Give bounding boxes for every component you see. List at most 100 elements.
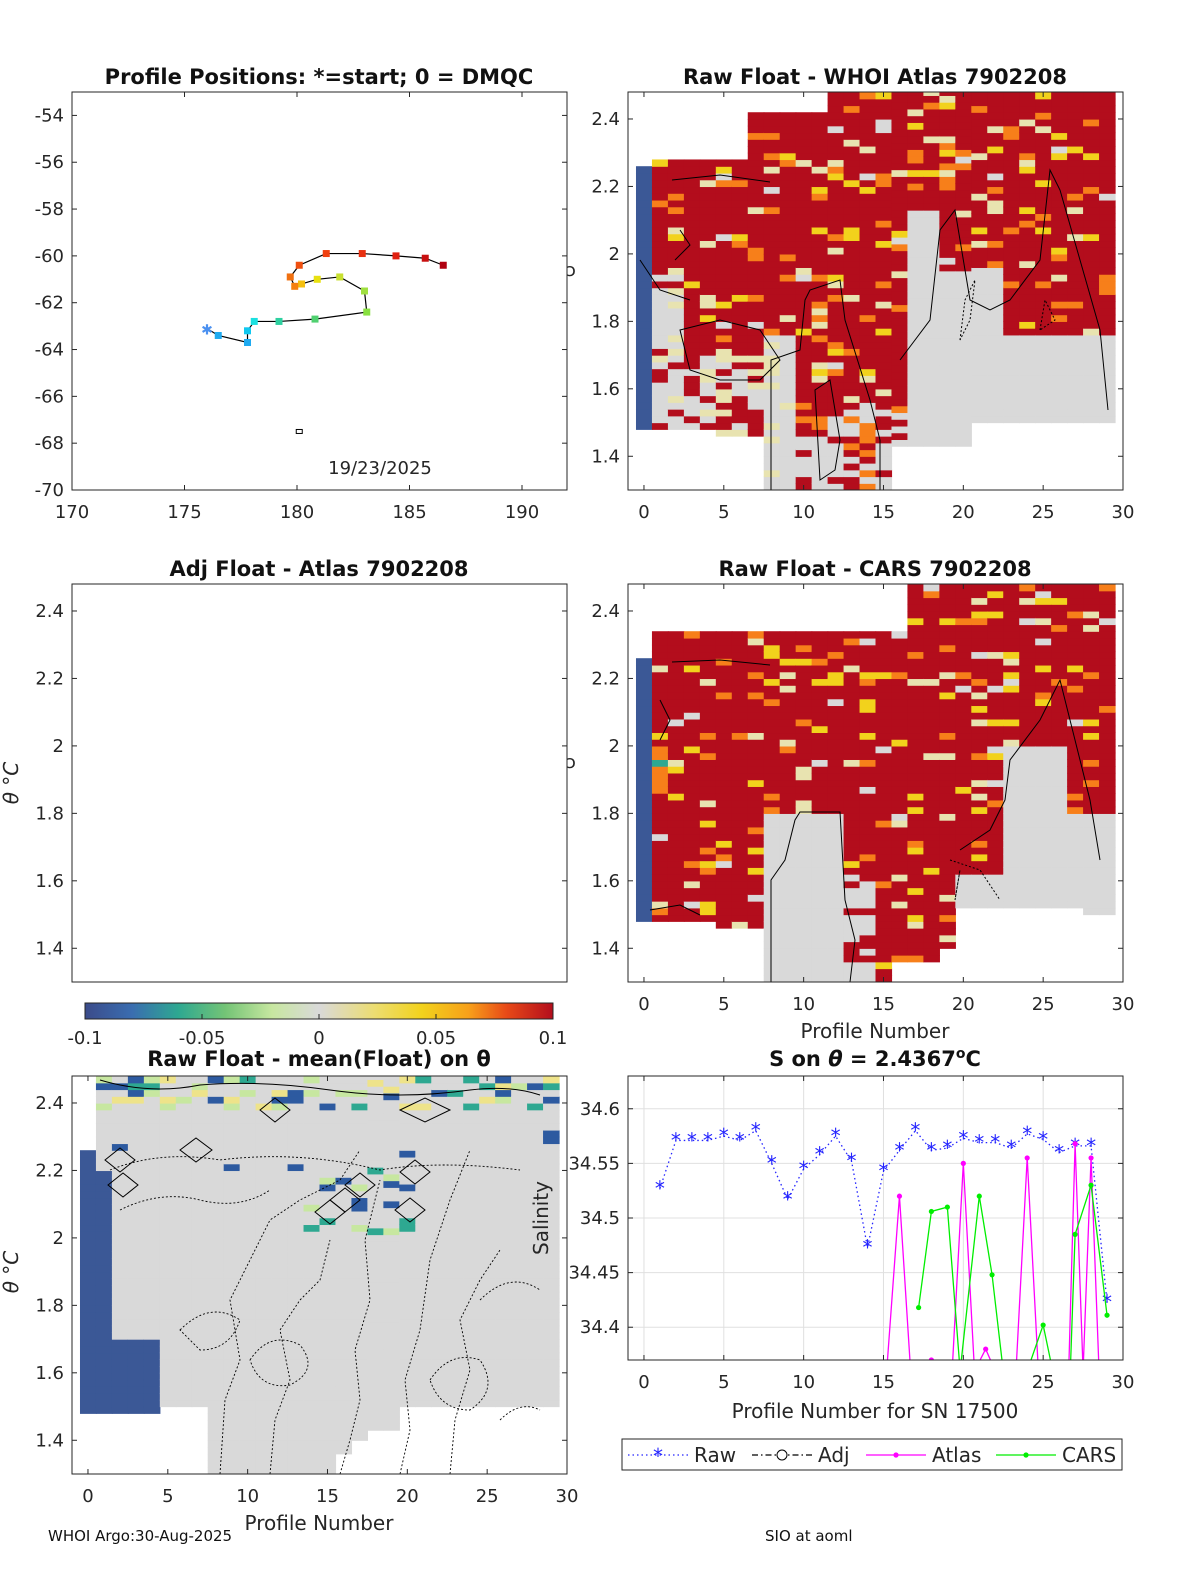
heat-cell: [843, 759, 861, 767]
heat-cell: [1083, 375, 1100, 383]
heat-cell: [367, 1187, 384, 1195]
heat-cell: [859, 813, 877, 821]
heat-cell: [207, 1420, 225, 1428]
heat-cell: [955, 297, 972, 306]
heat-cell: [635, 752, 653, 760]
heat-cell: [635, 307, 653, 316]
heat-cell: [1003, 172, 1020, 181]
heat-cell: [747, 321, 765, 329]
heat-cell: [335, 1190, 353, 1199]
heat-cell: [859, 914, 877, 922]
heat-cell: [1083, 361, 1100, 370]
heat-cell: [287, 1325, 305, 1333]
heat-cell: [287, 1285, 305, 1293]
heat-cell: [447, 1136, 464, 1145]
heat-cell: [987, 159, 1004, 167]
heat-cell: [255, 1129, 273, 1138]
heat-cell: [683, 375, 701, 383]
heat-cell: [923, 351, 940, 360]
heat-cell: [955, 691, 972, 700]
heat-cell: [795, 429, 813, 437]
heat-cell: [191, 1298, 209, 1306]
heat-cell: [287, 1116, 305, 1124]
heat-cell: [987, 698, 1004, 707]
heat-cell: [1035, 901, 1052, 909]
heat-cell: [651, 793, 669, 801]
heat-cell: [987, 334, 1004, 343]
heat-cell: [683, 914, 701, 922]
adj-atlas-panel: Adj Float - Atlas 7902208 1.41.61.822.22…: [0, 557, 568, 983]
heat-cell: [651, 159, 669, 167]
heat-cell: [955, 122, 972, 130]
heat-cell: [635, 382, 653, 390]
heat-cell: [843, 907, 861, 916]
heat-cell: [827, 469, 845, 478]
heat-cell: [335, 1291, 353, 1300]
heat-cell: [683, 247, 701, 255]
heat-cell: [543, 1339, 560, 1347]
heat-cell: [383, 1268, 400, 1276]
heat-cell: [763, 375, 781, 383]
heat-cell: [399, 1264, 416, 1273]
heat-cell: [463, 1318, 480, 1327]
series-cars-point: [976, 1193, 982, 1199]
heat-cell: [1099, 172, 1116, 181]
heat-cell: [1019, 685, 1036, 693]
heat-cell: [971, 233, 988, 242]
heat-cell: [1003, 718, 1020, 727]
heat-cell: [1099, 840, 1116, 848]
raw-cars-title: Raw Float - CARS 7902208: [718, 557, 1031, 581]
heat-cell: [635, 880, 653, 889]
heat-cell: [127, 1136, 145, 1145]
heat-cell: [431, 1393, 448, 1401]
heat-cell: [399, 1258, 416, 1266]
heat-cell: [223, 1258, 241, 1266]
heat-cell: [859, 698, 877, 707]
heat-cell: [335, 1150, 353, 1158]
heat-cell: [715, 186, 733, 194]
heat-cell: [923, 712, 940, 720]
heat-cell: [923, 658, 940, 666]
heat-cell: [827, 125, 845, 134]
heat-cell: [811, 328, 829, 336]
heat-cell: [399, 1123, 416, 1131]
raw-whoi-contours: [639, 168, 1109, 490]
heat-cell: [367, 1153, 384, 1161]
heat-cell: [223, 1426, 241, 1435]
heat-cell: [651, 813, 669, 821]
heat-cell: [907, 934, 925, 943]
heat-cell: [811, 860, 829, 868]
heat-cell: [923, 392, 940, 400]
heat-cell: [795, 799, 813, 808]
heat-cell: [383, 1295, 400, 1303]
heat-cell: [747, 732, 765, 740]
heat-cell: [667, 220, 685, 228]
heat-cell: [1003, 274, 1020, 282]
heat-cell: [891, 189, 909, 198]
heat-cell: [955, 874, 972, 882]
heat-cell: [731, 280, 749, 289]
heat-cell: [1035, 631, 1052, 639]
heat-cell: [667, 786, 685, 794]
heat-cell: [1019, 361, 1036, 370]
heat-cell: [923, 739, 940, 747]
heat-cell: [827, 483, 845, 490]
heat-cell: [303, 1298, 321, 1306]
x-tick-label: 5: [718, 994, 729, 1015]
heat-cell: [875, 166, 893, 174]
heat-cell: [79, 1312, 97, 1320]
legend-label: Raw: [694, 1443, 736, 1467]
heat-cell: [907, 419, 925, 427]
heat-cell: [635, 813, 653, 821]
heat-cell: [287, 1447, 305, 1455]
heat-cell: [1003, 853, 1020, 862]
heat-cell: [795, 301, 813, 309]
heat-cell: [479, 1163, 496, 1172]
heat-cell: [811, 402, 829, 410]
heat-cell: [111, 1150, 129, 1158]
heat-cell: [635, 766, 653, 774]
heat-cell: [907, 122, 925, 130]
heat-cell: [223, 1217, 241, 1226]
heat-cell: [827, 806, 845, 814]
heat-cell: [399, 1082, 416, 1091]
